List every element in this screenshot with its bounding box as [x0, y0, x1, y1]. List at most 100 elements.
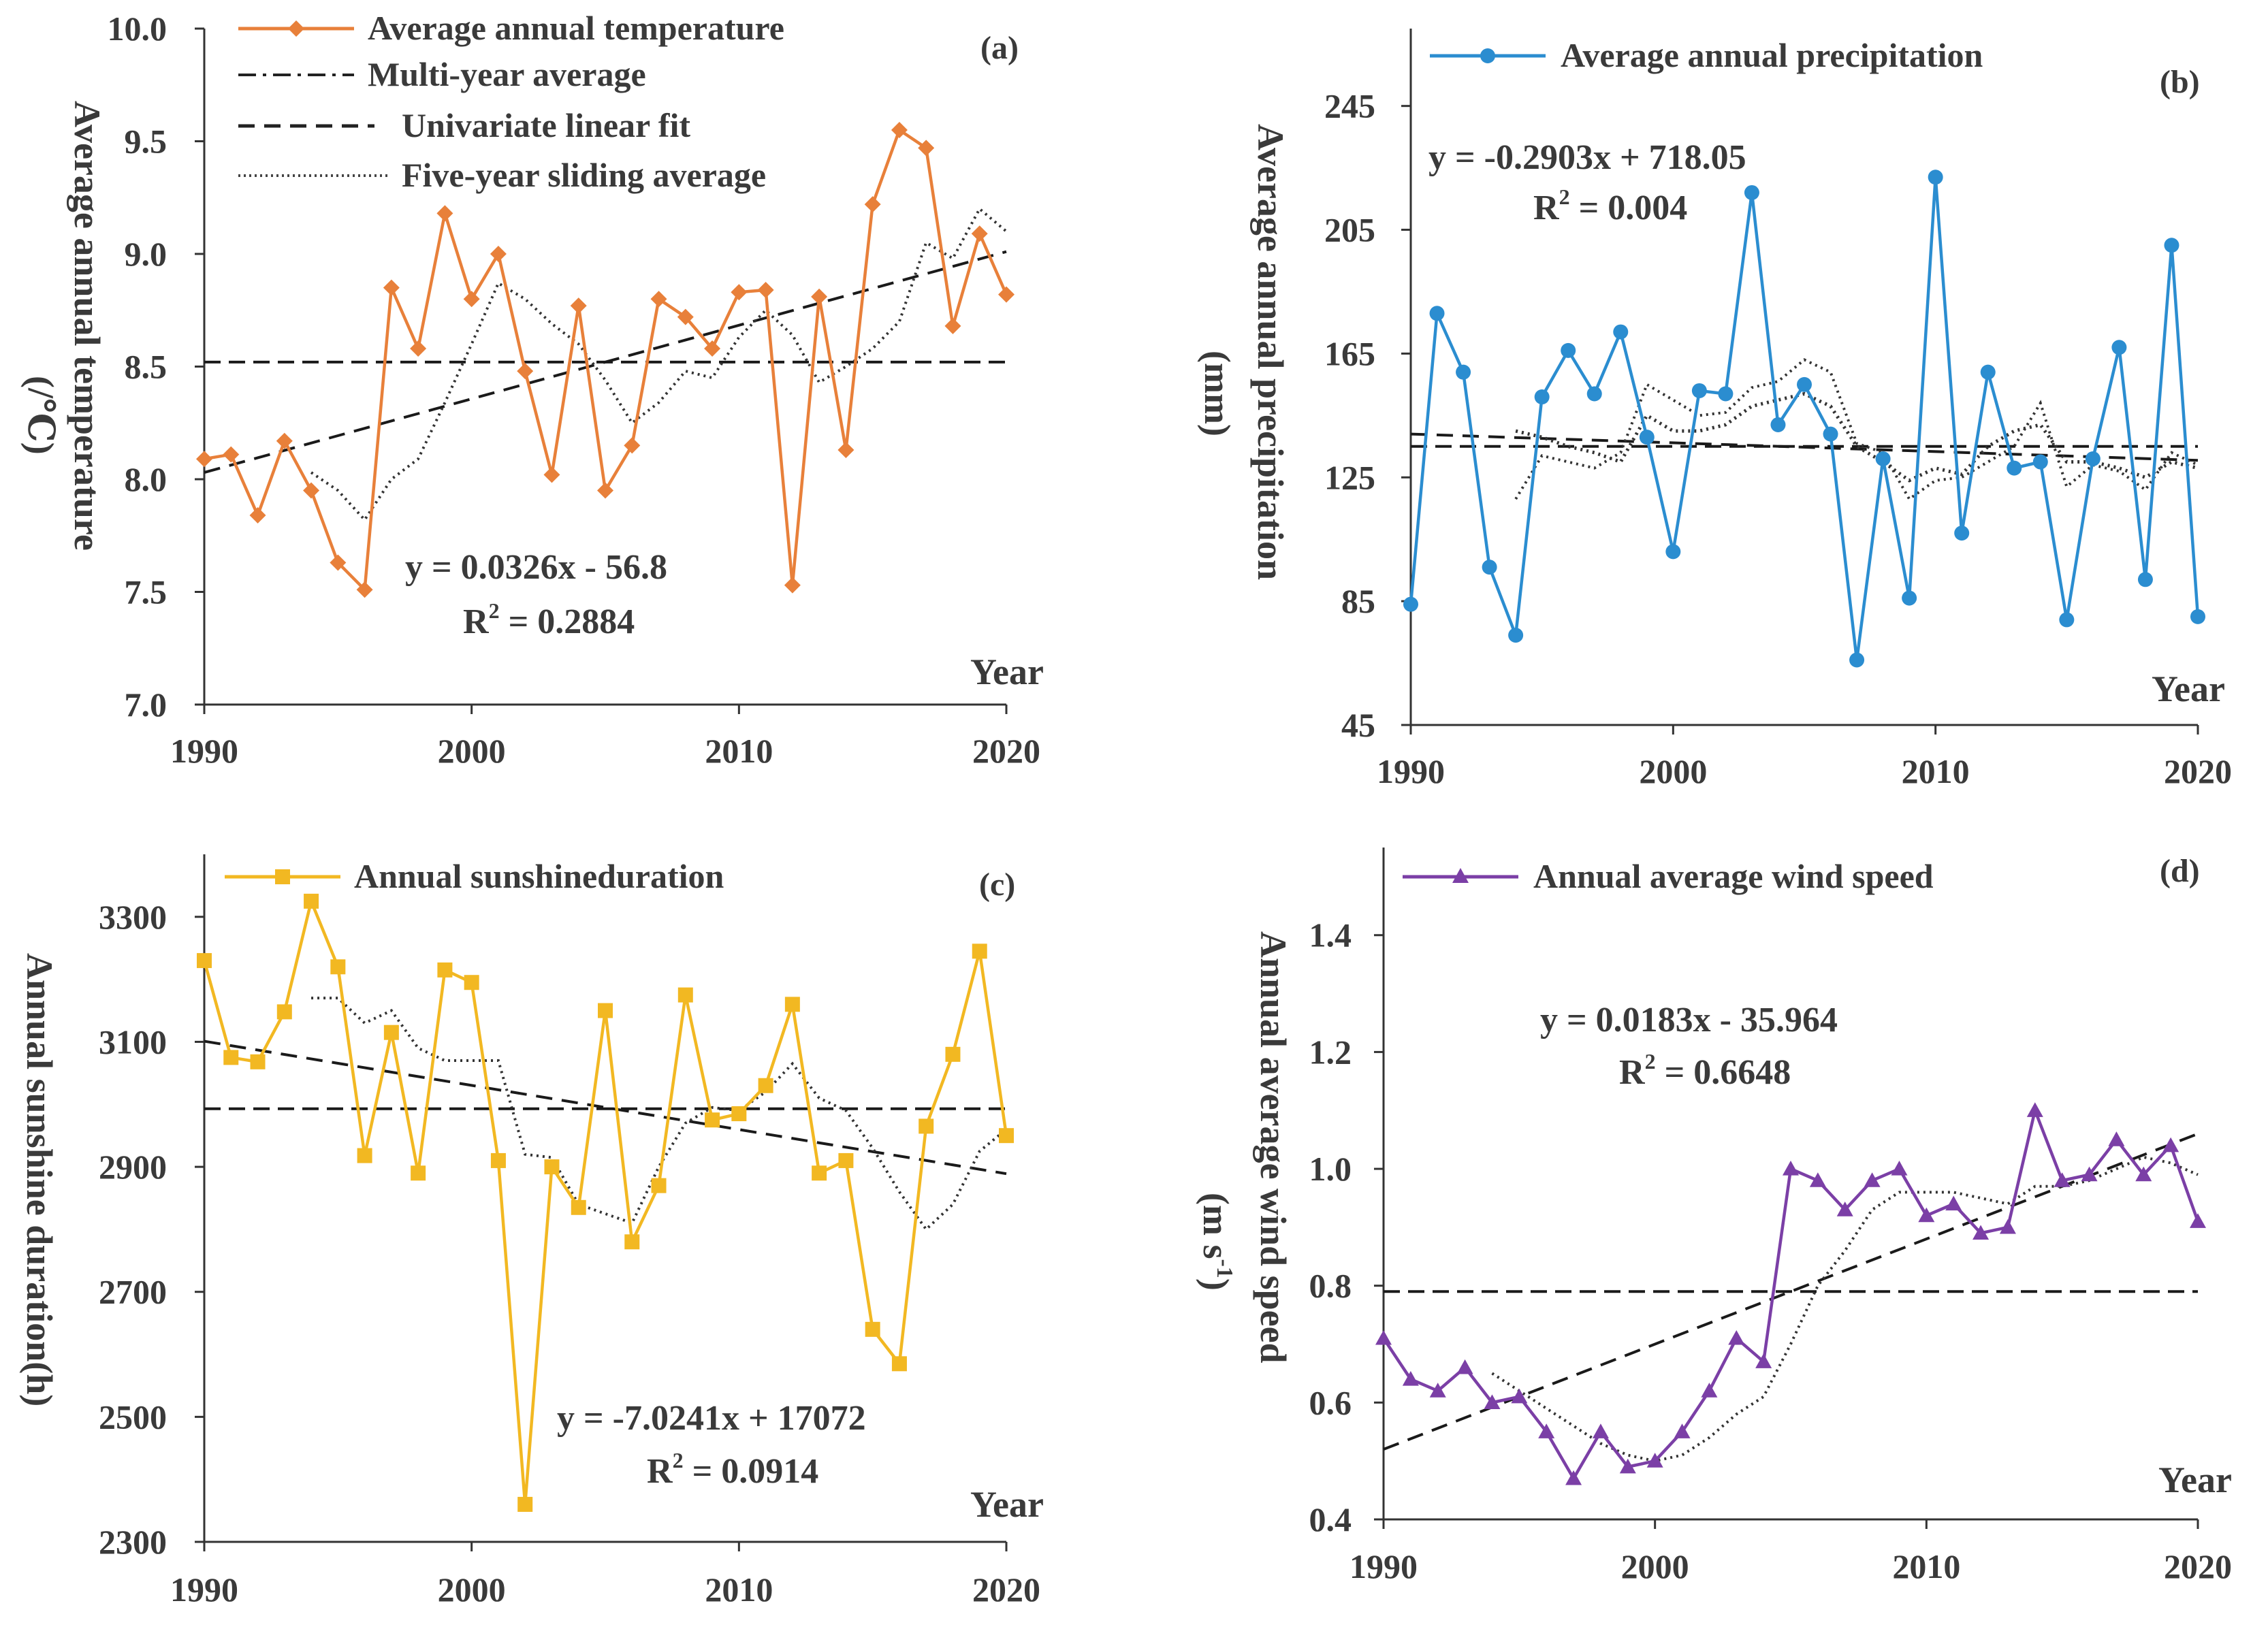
y-tick-label-c: 2300: [99, 1523, 167, 1561]
data-point-b: [2032, 454, 2048, 470]
linear-fit-line-a: [204, 250, 1007, 474]
data-point-a: [436, 205, 453, 222]
y-tick-label-a: 7.5: [125, 573, 167, 611]
data-point-a: [998, 286, 1015, 303]
r-squared-a-prefix: R: [463, 602, 490, 641]
x-axis-label-c: Year: [970, 1484, 1044, 1525]
data-point-c: [624, 1234, 640, 1250]
r-squared-c-value: = 0.0914: [684, 1452, 819, 1491]
x-tick-label-c: 1990: [170, 1570, 238, 1609]
x-tick-label-c: 2020: [972, 1570, 1040, 1609]
x-tick-label-b: 2000: [1639, 752, 1707, 790]
data-point-b: [1823, 426, 1838, 442]
panel-d-wind-speed: 0.4 0.6 0.8 1.0 1.2 1.4 1990 2000 2010 2020 (d) A…: [1196, 848, 2232, 1585]
y-tick-label-c: 2900: [99, 1148, 167, 1186]
x-axis-label-d: Year: [2158, 1459, 2232, 1500]
data-point-d: [1999, 1219, 2016, 1234]
legend-c: Annual sunshineduration: [225, 857, 724, 895]
data-point-b: [1456, 364, 1471, 380]
x-tick-label-a: 2000: [438, 732, 506, 770]
y-axis-unit-d: (m s-1): [1196, 1193, 1237, 1291]
y-tick-label-a: 8.0: [125, 460, 167, 498]
data-point-d: [1836, 1201, 1853, 1216]
data-point-c: [784, 997, 800, 1012]
data-point-a: [624, 437, 641, 454]
data-point-a: [303, 482, 320, 499]
r-squared-b: R2 = 0.004: [1533, 184, 1687, 227]
data-point-d: [2135, 1166, 2152, 1182]
data-point-c: [330, 959, 346, 975]
y-tick-label-b: 245: [1324, 87, 1375, 125]
x-tick-label-d: 2000: [1621, 1547, 1689, 1585]
axes-c: [195, 854, 1008, 1551]
data-point-d: [1755, 1353, 1772, 1368]
data-point-a: [543, 466, 560, 483]
x-tick-label-a: 2010: [705, 732, 773, 770]
axes-d: [1374, 848, 2199, 1529]
data-point-d: [1565, 1470, 1582, 1485]
y-tick-label-d: 0.4: [1309, 1500, 1352, 1538]
data-point-a: [330, 554, 347, 571]
panel-label-b: (b): [2160, 64, 2200, 100]
data-point-a: [570, 297, 587, 314]
data-point-b: [1586, 386, 1602, 402]
data-point-a: [383, 279, 400, 296]
data-point-c: [677, 987, 693, 1003]
y-axis-unit-d-close: ): [1196, 1278, 1236, 1291]
y-axis-label-c: Annual sunshine duration(h): [19, 953, 60, 1406]
data-point-b: [1639, 430, 1655, 445]
data-point-c: [571, 1199, 586, 1215]
x-tick-label-d: 1990: [1349, 1547, 1418, 1585]
x-tick-label-d: 2020: [2164, 1547, 2232, 1585]
y-tick-label-c: 2700: [99, 1273, 167, 1311]
y-tick-label-b: 45: [1341, 706, 1375, 744]
y-tick-label-b: 205: [1324, 211, 1375, 249]
data-point-b: [1534, 389, 1550, 405]
y-tick-label-d: 1.4: [1309, 916, 1352, 954]
y-tick-label-c: 2500: [99, 1398, 167, 1436]
series-c: [197, 893, 1014, 1512]
data-point-d: [1945, 1195, 1962, 1211]
labels-d: 0.4 0.6 0.8 1.0 1.2 1.4 1990 2000 2010 2020: [1309, 916, 2233, 1585]
data-point-a: [864, 196, 881, 213]
data-point-c: [250, 1054, 266, 1069]
data-point-d: [2162, 1137, 2179, 1152]
x-tick-label-a: 1990: [170, 732, 238, 770]
data-point-d: [2054, 1172, 2071, 1187]
legend-a: Average annual temperature Multi-year av…: [238, 9, 784, 194]
data-point-a: [731, 284, 748, 301]
panel-b-precipitation: 45 85 125 165 205 245 1990 2000 2010 2020 (b) Ave…: [1197, 29, 2232, 790]
data-point-b: [1954, 526, 1970, 541]
legend-b: Average annual precipitation: [1430, 36, 1983, 74]
data-point-d: [2081, 1166, 2098, 1182]
legend-b-series-marker: [1480, 48, 1495, 63]
data-point-b: [1928, 170, 1943, 185]
y-tick-label-a: 9.0: [125, 235, 167, 273]
data-point-d: [1511, 1388, 1528, 1404]
data-point-d: [1864, 1172, 1881, 1187]
reference-lines-c: [204, 997, 1008, 1231]
r-squared-a-sup: 2: [489, 598, 500, 623]
data-point-a: [196, 451, 212, 468]
equation-d: y = 0.0183x - 35.964: [1540, 1001, 1838, 1039]
x-tick-label-b: 2020: [2164, 752, 2232, 790]
data-point-c: [598, 1003, 613, 1018]
x-tick-label-d: 2010: [1892, 1547, 1960, 1585]
data-point-a: [704, 340, 721, 357]
data-point-c: [919, 1118, 934, 1134]
y-tick-label-a: 8.5: [125, 348, 167, 386]
data-point-a: [249, 506, 266, 523]
data-point-d: [1701, 1383, 1718, 1398]
data-point-a: [223, 446, 240, 463]
data-point-c: [197, 953, 212, 969]
equation-c: y = -7.0241x + 17072: [557, 1399, 866, 1438]
r-squared-d: R2 = 0.6648: [1619, 1049, 1791, 1092]
data-point-b: [1561, 342, 1576, 358]
y-tick-label-c: 3300: [99, 898, 167, 936]
x-tick-label-b: 2010: [1902, 752, 1970, 790]
r-squared-b-sup: 2: [1559, 184, 1570, 209]
data-point-b: [1482, 560, 1497, 575]
data-point-d: [1619, 1458, 1636, 1474]
data-point-c: [758, 1078, 773, 1093]
